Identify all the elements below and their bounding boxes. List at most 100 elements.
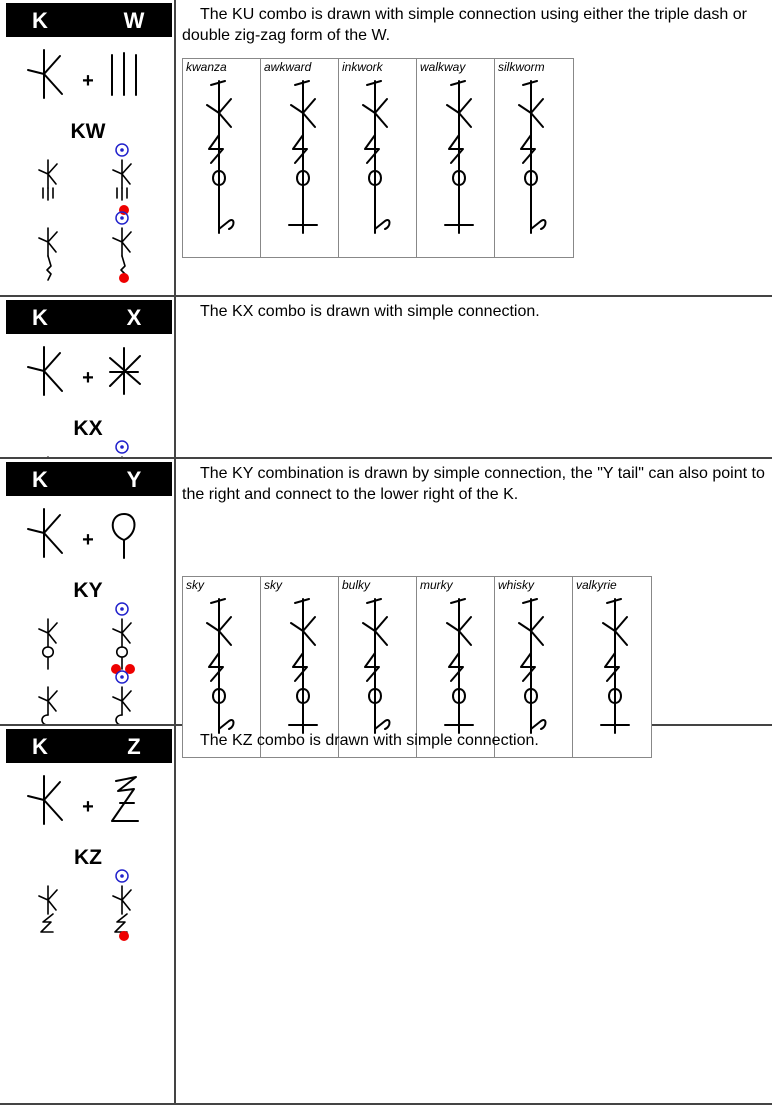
start-dot xyxy=(120,445,124,449)
stroke xyxy=(114,913,128,933)
example: sky xyxy=(261,577,339,757)
glyph-panel: K Z+KZ xyxy=(6,729,172,941)
stroke xyxy=(38,227,58,257)
glyph-cell: K Z + KZ xyxy=(0,726,176,1103)
example-glyph xyxy=(362,598,391,734)
example-word: inkwork xyxy=(342,60,383,74)
text-cell: The KY combination is drawn by simple co… xyxy=(178,459,772,758)
example-word: valkyrie xyxy=(576,578,617,592)
glyph-panel: K Y+KY xyxy=(6,462,172,810)
example-glyph xyxy=(288,598,318,734)
end-mark xyxy=(119,273,129,283)
example-glyph xyxy=(600,598,630,734)
start-mark xyxy=(115,670,129,684)
plus: + xyxy=(82,529,94,551)
example-word: sky xyxy=(186,578,204,592)
stroke xyxy=(42,187,54,201)
stroke xyxy=(112,227,132,257)
example: silkworm xyxy=(495,59,573,257)
stroke xyxy=(41,714,57,726)
letter: Y xyxy=(127,467,142,492)
letter-bar xyxy=(6,3,172,37)
text-cell: The KX combo is drawn with simple connec… xyxy=(178,297,772,457)
start-dot xyxy=(120,675,124,679)
stroke xyxy=(38,885,58,915)
combo: KY xyxy=(73,579,102,602)
example-glyph xyxy=(206,80,235,234)
example-word: walkway xyxy=(420,60,466,74)
table-row: K Y + KY The KY combination is drawn by simp… xyxy=(0,459,772,810)
glyph-cell: K Y + KY xyxy=(0,459,176,810)
stroke xyxy=(27,775,63,825)
stroke xyxy=(206,80,235,234)
start-mark xyxy=(115,143,129,157)
start-mark xyxy=(115,602,129,616)
end-mark xyxy=(111,664,121,674)
start-dot xyxy=(120,148,124,152)
stroke xyxy=(112,885,132,915)
example-glyph xyxy=(288,80,318,234)
end-mark xyxy=(125,664,135,674)
example-word: sky xyxy=(264,578,282,592)
end-mark xyxy=(119,931,129,941)
example-glyph xyxy=(518,598,547,734)
example-glyph xyxy=(444,80,474,234)
example-word: silkworm xyxy=(498,60,545,74)
letter: K xyxy=(32,734,48,759)
example-glyph xyxy=(518,80,547,234)
stroke xyxy=(38,159,58,189)
stroke xyxy=(111,513,136,559)
end-mark xyxy=(119,205,129,215)
stroke xyxy=(27,508,63,558)
stroke xyxy=(116,187,128,201)
glyph-panel: K W+KW xyxy=(6,3,172,283)
combo: KX xyxy=(73,417,102,440)
example: bulky xyxy=(339,577,417,757)
example-word: murky xyxy=(420,578,453,592)
stroke xyxy=(41,646,55,670)
combo: KZ xyxy=(74,846,102,869)
stroke xyxy=(38,686,58,716)
description: The KU combo is drawn with simple connec… xyxy=(182,6,747,44)
example: walkway xyxy=(417,59,495,257)
plus: + xyxy=(82,70,94,92)
plus: + xyxy=(82,367,94,389)
stroke xyxy=(288,80,318,234)
example: valkyrie xyxy=(573,577,651,757)
stroke xyxy=(518,80,547,234)
table-row: K X + KX The KX combo is drawn with simple c… xyxy=(0,297,772,512)
glyph-cell: K X + KX xyxy=(0,297,176,512)
text-cell: The KZ combo is drawn with simple connec… xyxy=(178,726,772,1103)
glyph-cell: K W + KW xyxy=(0,0,176,295)
start-mark xyxy=(115,440,129,454)
stroke xyxy=(27,49,63,99)
letter: K xyxy=(32,467,48,492)
stroke xyxy=(444,80,474,234)
description: The KY combination is drawn by simple co… xyxy=(182,465,765,503)
stroke xyxy=(111,776,139,822)
example-word: whisky xyxy=(498,578,535,592)
example-word: kwanza xyxy=(186,60,227,74)
example: kwanza xyxy=(183,59,261,257)
description: The KX combo is drawn with simple connec… xyxy=(200,303,540,320)
stroke xyxy=(112,159,132,189)
letter: Z xyxy=(127,734,140,759)
stroke xyxy=(600,598,630,734)
example-glyph xyxy=(362,80,391,234)
stroke xyxy=(362,80,391,234)
description: The KZ combo is drawn with simple connec… xyxy=(200,732,539,749)
stroke xyxy=(38,618,58,648)
stroke xyxy=(444,598,474,734)
stroke xyxy=(27,346,63,396)
letter: X xyxy=(127,305,142,330)
example: murky xyxy=(417,577,495,757)
stroke xyxy=(288,598,318,734)
example-glyph xyxy=(206,598,235,734)
letter-bar xyxy=(6,729,172,763)
example-word: awkward xyxy=(264,60,312,74)
letter-bar xyxy=(6,462,172,496)
table-row: K W + KW The KU combo is drawn with simple c… xyxy=(0,0,772,297)
start-mark xyxy=(115,869,129,883)
stroke xyxy=(46,255,52,281)
